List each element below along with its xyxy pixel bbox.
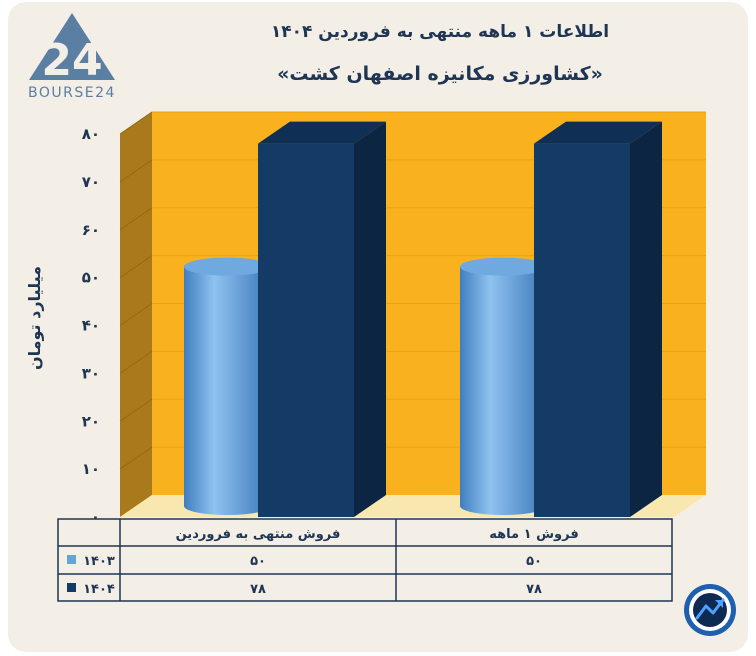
- value-1403-left: ۵۰: [250, 554, 266, 569]
- y-tick-label: ۲۰: [82, 412, 100, 430]
- y-tick-label: ۳۰: [82, 364, 100, 382]
- bar-1404-top: [534, 121, 662, 144]
- y-axis-label: میلیارد تومان: [25, 266, 44, 370]
- y-tick-label: ۷۰: [82, 173, 100, 191]
- logo-number: 24: [41, 35, 102, 86]
- chart-subtitle: «کشاورزی مکانیزه اصفهان کشت»: [277, 63, 603, 85]
- gridline: [119, 350, 153, 374]
- y-ticks: ۰ ۱۰ ۲۰ ۳۰ ۴۰ ۵۰ ۶۰ ۷۰ ۸۰: [82, 125, 100, 526]
- gridline: [119, 159, 153, 183]
- y-tick-label: ۶۰: [82, 221, 100, 239]
- gridline: [119, 303, 153, 326]
- y-tick-label: ۸۰: [82, 125, 100, 143]
- gridline: [119, 255, 153, 279]
- bar-1403-cylinder-top: [460, 257, 546, 276]
- bar-1404-front: [534, 143, 630, 517]
- bars: [184, 121, 662, 517]
- y-tick-label: ۰: [91, 508, 100, 526]
- y-tick-label: ۴۰: [82, 317, 100, 335]
- logo-text: BOURSE24: [28, 85, 116, 101]
- legend-label-1404: ۱۴۰۴: [83, 582, 115, 597]
- bar-1403-cylinder-top: [184, 257, 270, 276]
- bar-1403-cylinder: [460, 266, 546, 515]
- category-label-left: فروش منتهی به فروردین: [176, 527, 341, 542]
- bar-1404-side: [630, 121, 662, 517]
- data-table-body: [57, 518, 673, 602]
- gridline: [119, 398, 153, 422]
- legend-label-1403: ۱۴۰۳: [83, 554, 115, 569]
- bar-1404-front: [258, 143, 354, 517]
- gridline: [119, 446, 153, 470]
- legend-swatch-1403: [67, 555, 76, 564]
- y-tick-label: ۵۰: [82, 269, 100, 287]
- gridline: [119, 111, 153, 135]
- gridline: [119, 207, 153, 231]
- y-tick-label: ۱۰: [82, 460, 100, 478]
- trend-badge-icon: [684, 584, 736, 636]
- value-1403-right: ۵۰: [526, 554, 542, 569]
- category-label-right: فروش ۱ ماهه: [489, 527, 578, 542]
- value-1404-left: ۷۸: [250, 582, 266, 597]
- bar-1403-cylinder: [184, 266, 270, 515]
- value-1404-right: ۷۸: [526, 582, 542, 597]
- legend-swatch-1404: [67, 583, 76, 592]
- bourse24-logo: 24 BOURSE24: [28, 13, 116, 101]
- chart-title: اطلاعات ۱ ماهه منتهی به فروردین ۱۴۰۴: [271, 22, 609, 42]
- data-table: فروش منتهی به فروردین فروش ۱ ماهه ۱۴۰۳ ۵…: [57, 518, 673, 602]
- bar-1404-top: [258, 121, 386, 144]
- bar-1404-side: [354, 121, 386, 517]
- logo-triangle-icon: [29, 13, 115, 80]
